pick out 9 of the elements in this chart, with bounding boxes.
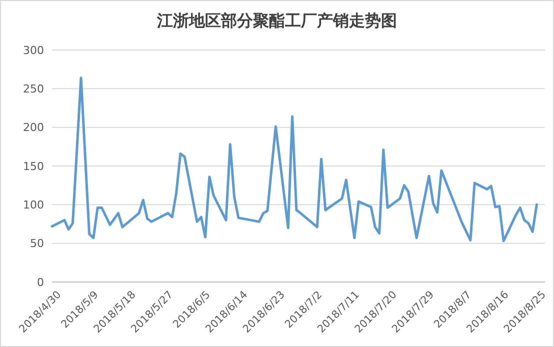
y-tick-label: 250 xyxy=(23,82,44,96)
line-series xyxy=(50,76,538,242)
y-tick-label: 0 xyxy=(37,276,44,289)
y-tick-label: 150 xyxy=(23,160,44,173)
chart-title: 江浙地区部分聚酯工厂产销走势图 xyxy=(156,11,397,30)
y-tick-label: 200 xyxy=(23,121,44,134)
y-tick-label: 300 xyxy=(23,44,44,57)
y-tick-label: 50 xyxy=(30,237,44,250)
y-tick-label: 100 xyxy=(23,198,44,212)
